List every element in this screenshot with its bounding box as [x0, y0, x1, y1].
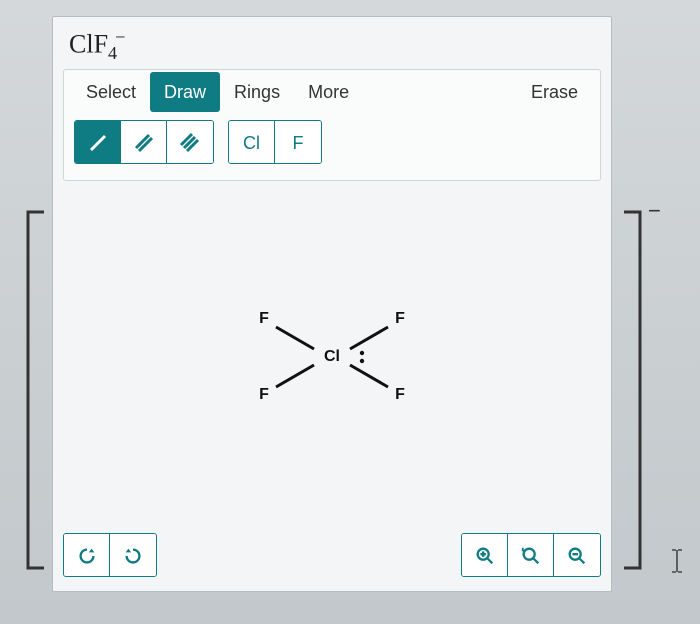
zoom-in-button[interactable] — [462, 534, 508, 577]
tab-draw[interactable]: Draw — [150, 72, 220, 112]
tab-rings[interactable]: Rings — [220, 72, 294, 112]
undo-button[interactable] — [110, 534, 156, 577]
tab-erase[interactable]: Erase — [517, 72, 592, 112]
toolbar: Select Draw Rings More Erase — [63, 69, 601, 181]
zoom-group — [461, 533, 601, 577]
formula-base: ClF — [69, 30, 108, 59]
atom-f-tr[interactable]: F — [395, 310, 405, 328]
tool-row: Cl F — [64, 114, 600, 170]
tab-more[interactable]: More — [294, 72, 363, 112]
double-bond-icon — [132, 131, 156, 155]
zoom-reset-button[interactable] — [508, 534, 554, 577]
formula-label: ClF4− — [69, 27, 125, 64]
tab-select[interactable]: Select — [72, 72, 150, 112]
bottom-toolbar — [63, 533, 601, 577]
editor-panel: ClF4− Select Draw Rings More Erase — [52, 16, 612, 592]
zoom-reset-icon — [520, 545, 542, 567]
element-tool-group: Cl F — [228, 120, 322, 164]
element-cl-button[interactable]: Cl — [229, 121, 275, 164]
atom-center[interactable]: Cl — [324, 348, 340, 366]
redo-icon — [76, 545, 98, 567]
history-group — [63, 533, 157, 577]
zoom-in-icon — [474, 545, 496, 567]
bond-tool-group — [74, 120, 214, 164]
zoom-out-button[interactable] — [554, 534, 600, 577]
single-bond-button[interactable] — [75, 121, 121, 164]
formula-sup: − — [115, 27, 125, 47]
redo-button[interactable] — [64, 534, 110, 577]
bracket-right — [622, 210, 644, 570]
atom-f-br[interactable]: F — [395, 386, 405, 404]
double-bond-button[interactable] — [121, 121, 167, 164]
text-cursor-icon — [670, 548, 684, 574]
triple-bond-icon — [177, 130, 203, 156]
zoom-out-icon — [566, 545, 588, 567]
bracket-left — [24, 210, 46, 570]
undo-icon — [122, 545, 144, 567]
triple-bond-button[interactable] — [167, 121, 213, 164]
molecule[interactable]: Cl F F F F — [242, 297, 422, 417]
ion-charge: − — [648, 198, 661, 224]
element-f-button[interactable]: F — [275, 121, 321, 164]
atom-f-tl[interactable]: F — [259, 310, 269, 328]
single-bond-icon — [86, 131, 110, 155]
tab-row: Select Draw Rings More Erase — [64, 70, 600, 114]
drawing-canvas[interactable]: Cl F F F F — [63, 189, 601, 525]
atom-f-bl[interactable]: F — [259, 386, 269, 404]
